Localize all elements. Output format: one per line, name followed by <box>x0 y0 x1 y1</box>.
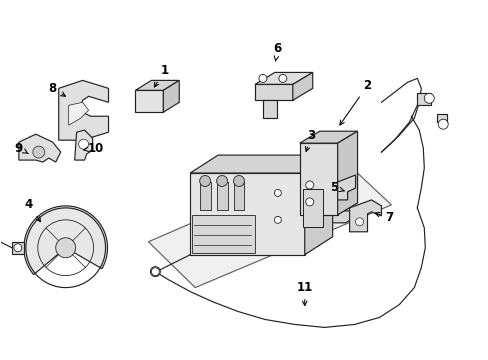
Circle shape <box>305 198 313 206</box>
Polygon shape <box>163 80 179 112</box>
Circle shape <box>274 216 281 223</box>
Text: 9: 9 <box>15 141 28 155</box>
FancyBboxPatch shape <box>199 182 210 210</box>
Polygon shape <box>190 173 304 255</box>
FancyBboxPatch shape <box>233 182 244 210</box>
Polygon shape <box>299 131 357 143</box>
Circle shape <box>151 268 159 276</box>
Circle shape <box>216 176 227 186</box>
Circle shape <box>33 146 45 158</box>
Polygon shape <box>148 158 390 288</box>
Circle shape <box>305 181 313 189</box>
FancyBboxPatch shape <box>302 189 322 227</box>
Text: 4: 4 <box>25 198 41 222</box>
Circle shape <box>355 218 363 226</box>
Circle shape <box>424 93 433 103</box>
Polygon shape <box>68 102 88 125</box>
Text: 10: 10 <box>83 141 103 155</box>
Polygon shape <box>190 155 332 173</box>
Polygon shape <box>349 200 381 232</box>
Circle shape <box>274 189 281 197</box>
Polygon shape <box>19 134 61 162</box>
Polygon shape <box>337 131 357 215</box>
Text: 1: 1 <box>154 64 168 87</box>
Polygon shape <box>135 80 179 90</box>
Text: 8: 8 <box>48 82 65 96</box>
FancyBboxPatch shape <box>216 182 227 210</box>
Polygon shape <box>59 80 108 140</box>
Text: 6: 6 <box>273 42 282 61</box>
Polygon shape <box>263 100 276 118</box>
Polygon shape <box>135 90 163 112</box>
Text: 7: 7 <box>374 211 393 224</box>
Polygon shape <box>291 211 365 223</box>
FancyBboxPatch shape <box>416 93 430 105</box>
Polygon shape <box>75 130 92 160</box>
Circle shape <box>79 139 88 149</box>
Polygon shape <box>337 175 355 200</box>
Circle shape <box>437 119 447 129</box>
FancyBboxPatch shape <box>436 114 447 122</box>
Polygon shape <box>254 84 292 100</box>
FancyBboxPatch shape <box>192 215 255 253</box>
Polygon shape <box>24 206 107 275</box>
Polygon shape <box>299 143 337 215</box>
Text: 5: 5 <box>330 181 344 194</box>
Circle shape <box>278 75 286 82</box>
Text: 2: 2 <box>339 79 371 125</box>
FancyBboxPatch shape <box>12 242 24 254</box>
Circle shape <box>56 238 76 258</box>
Circle shape <box>259 75 266 82</box>
Polygon shape <box>292 72 312 100</box>
Polygon shape <box>254 72 312 84</box>
Circle shape <box>14 244 22 252</box>
Text: 11: 11 <box>296 281 312 306</box>
Circle shape <box>150 267 160 276</box>
Polygon shape <box>304 155 332 255</box>
Circle shape <box>199 176 210 186</box>
Circle shape <box>233 176 244 186</box>
Text: 3: 3 <box>305 129 315 151</box>
